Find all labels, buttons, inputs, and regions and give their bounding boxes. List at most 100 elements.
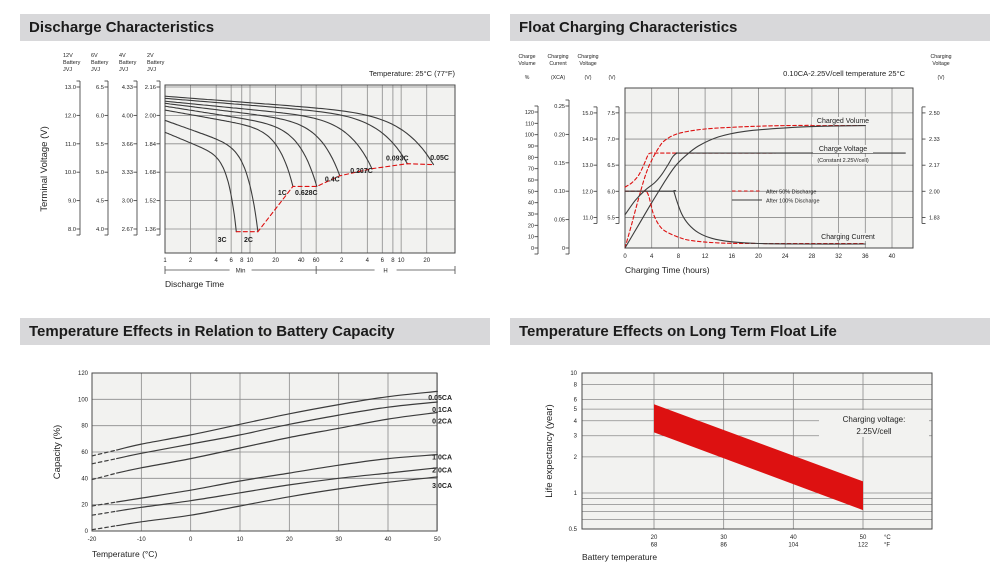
svg-text:2.0CA: 2.0CA — [432, 467, 452, 474]
svg-text:4.5: 4.5 — [96, 199, 104, 205]
svg-text:80: 80 — [528, 155, 534, 161]
svg-text:5: 5 — [574, 407, 578, 413]
svg-text:Battery: Battery — [119, 60, 137, 66]
svg-text:3.66: 3.66 — [122, 142, 133, 148]
svg-text:11.0: 11.0 — [65, 142, 76, 148]
svg-text:60: 60 — [528, 178, 534, 184]
svg-text:120: 120 — [525, 110, 534, 116]
condition-note: 0.10CA-2.25V/cell temperature 25°C — [783, 69, 905, 78]
svg-text:Battery: Battery — [63, 60, 81, 66]
svg-text:3.0CA: 3.0CA — [432, 483, 452, 490]
svg-text:0: 0 — [562, 246, 565, 252]
svg-text:4: 4 — [215, 258, 219, 264]
svg-text:2.16: 2.16 — [145, 85, 156, 91]
svg-text:Charged Volume: Charged Volume — [817, 118, 869, 125]
svg-text:20: 20 — [81, 503, 88, 509]
svg-text:Charging: Charging — [577, 54, 598, 60]
svg-text:3.33: 3.33 — [122, 170, 133, 176]
svg-text:3.00: 3.00 — [122, 199, 133, 205]
svg-text:Charging: Charging — [547, 54, 568, 60]
svg-text:10: 10 — [528, 235, 534, 241]
svg-text:-10: -10 — [137, 537, 146, 543]
svg-text:(V): (V) — [938, 75, 945, 81]
svg-text:40: 40 — [385, 537, 392, 543]
svg-text:6.0: 6.0 — [607, 189, 615, 195]
svg-text:6.5: 6.5 — [96, 85, 104, 91]
svg-text:6.5: 6.5 — [607, 163, 615, 169]
svg-text:12.0: 12.0 — [582, 189, 593, 195]
svg-text:60: 60 — [313, 258, 320, 264]
grid — [164, 85, 455, 253]
svg-text:20: 20 — [651, 535, 658, 541]
svg-text:0.05C: 0.05C — [430, 155, 449, 162]
svg-text:28: 28 — [809, 254, 816, 260]
envelope-line — [235, 163, 435, 233]
svg-text:40: 40 — [889, 254, 896, 260]
annotation: Charging voltage: 2.25V/cell — [819, 410, 929, 437]
y-axis-title: Terminal Voltage (V) — [39, 126, 50, 212]
svg-text:3: 3 — [574, 434, 578, 440]
x-axis: 0 4 8 12 16 20 24 28 32 36 40 — [623, 254, 896, 260]
svg-text:10: 10 — [570, 371, 577, 377]
svg-text:(V): (V) — [609, 75, 616, 81]
svg-text:0.207C: 0.207C — [350, 168, 373, 175]
svg-text:16: 16 — [728, 254, 735, 260]
svg-text:2: 2 — [340, 258, 344, 264]
svg-text:4.0: 4.0 — [96, 227, 104, 233]
svg-text:20: 20 — [286, 537, 293, 543]
x-axis-title: Discharge Time — [165, 279, 224, 289]
svg-text:0: 0 — [189, 537, 193, 543]
x-axis-title: Temperature (°C) — [92, 549, 157, 559]
y-scale-brackets: ChargeVolume%120110100908070605040302010… — [518, 54, 620, 255]
svg-text:1.83: 1.83 — [929, 215, 940, 221]
svg-text:2.67: 2.67 — [122, 227, 133, 233]
svg-text:2.17: 2.17 — [929, 163, 940, 169]
svg-text:1.68: 1.68 — [145, 170, 156, 176]
svg-text:6: 6 — [574, 398, 578, 404]
svg-text:80: 80 — [81, 424, 88, 430]
svg-text:2V: 2V — [147, 53, 154, 59]
x-axis-title: Battery temperature — [582, 552, 657, 562]
svg-text:0.25: 0.25 — [554, 104, 565, 110]
svg-text:0.10: 0.10 — [554, 189, 565, 195]
svg-text:2: 2 — [189, 258, 193, 264]
svg-text:30: 30 — [720, 535, 727, 541]
float-charging-title: Float Charging Characteristics — [510, 14, 990, 41]
svg-text:8: 8 — [391, 258, 395, 264]
svg-text:H: H — [383, 269, 387, 275]
svg-text:1.84: 1.84 — [145, 142, 157, 148]
svg-text:20: 20 — [755, 254, 762, 260]
svg-text:15.0: 15.0 — [582, 111, 593, 117]
svg-text:10: 10 — [237, 537, 244, 543]
svg-text:4: 4 — [650, 254, 654, 260]
svg-text:Voltage: Voltage — [932, 61, 949, 67]
svg-text:100: 100 — [525, 133, 534, 139]
svg-text:Charge: Charge — [518, 54, 535, 60]
curve-labels: 3C 2C 1C 0.628C 0.4C 0.207C 0.093C 0.05C — [218, 155, 449, 244]
svg-text:120: 120 — [78, 371, 89, 377]
temperature-note: Temperature: 25°C (77°F) — [369, 69, 456, 78]
y-axis-title: Capacity (%) — [52, 425, 63, 479]
svg-text:(XCA): (XCA) — [551, 75, 565, 81]
svg-text:6.0: 6.0 — [96, 113, 104, 119]
svg-text:1.0CA: 1.0CA — [432, 454, 452, 461]
svg-text:4V: 4V — [119, 53, 126, 59]
svg-text:20: 20 — [272, 258, 279, 264]
svg-text:7.0: 7.0 — [607, 137, 615, 143]
svg-text:Battery: Battery — [147, 60, 165, 66]
svg-text:JVJ: JVJ — [63, 67, 72, 73]
svg-text:1: 1 — [574, 491, 578, 497]
svg-text:36: 36 — [862, 254, 869, 260]
svg-text:2.25V/cell: 2.25V/cell — [856, 427, 891, 436]
svg-text:122: 122 — [858, 543, 869, 549]
svg-text:14.0: 14.0 — [582, 137, 593, 143]
temp-capacity-chart: 0 20 40 60 80 100 120 -20 -10 0 10 20 30 40 50 Capacity… — [52, 371, 452, 559]
svg-text:2.00: 2.00 — [145, 113, 156, 119]
float-charging-chart: ChargeVolume%120110100908070605040302010… — [518, 54, 952, 275]
svg-text:9.0: 9.0 — [68, 199, 76, 205]
svg-text:13.0: 13.0 — [582, 163, 593, 169]
svg-text:11.0: 11.0 — [583, 215, 593, 221]
